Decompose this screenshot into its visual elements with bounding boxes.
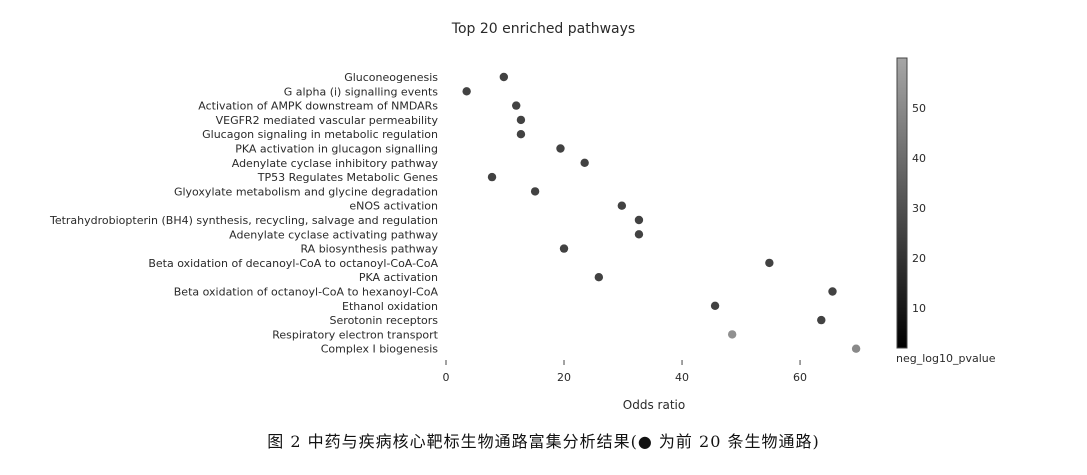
data-point: [580, 158, 589, 167]
x-tick-label: 40: [675, 371, 689, 384]
y-tick-label: Adenylate cyclase inhibitory pathway: [232, 157, 439, 170]
colorbar-tick-label: 10: [912, 302, 926, 315]
y-tick-label: PKA activation in glucagon signalling: [235, 143, 438, 156]
y-tick-label: Beta oxidation of decanoyl-CoA to octano…: [148, 257, 438, 270]
data-point: [556, 144, 565, 153]
data-point: [617, 201, 627, 210]
data-point: [710, 301, 720, 310]
data-point: [817, 315, 826, 325]
y-tick-label: G alpha (i) signalling events: [284, 85, 439, 98]
colorbar-gradient: [896, 57, 908, 349]
data-point: [462, 87, 471, 96]
data-point: [512, 101, 521, 110]
y-tick-label: Tetrahydrobiopterin (BH4) synthesis, rec…: [49, 214, 438, 227]
y-tick-label: RA biosynthesis pathway: [300, 243, 438, 256]
x-tick-label: 60: [793, 371, 807, 384]
colorbar: 10 20 30 40 50: [896, 57, 926, 349]
colorbar-tick-label: 20: [912, 252, 926, 265]
y-tick-label: VEGFR2 mediated vascular permeability: [216, 114, 439, 127]
colorbar-title: neg_log10_pvalue: [896, 352, 996, 365]
y-tick-label: Gluconeogenesis: [344, 71, 438, 84]
data-point: [727, 330, 737, 339]
data-point: [516, 115, 526, 125]
colorbar-tick-label: 40: [912, 152, 926, 165]
y-tick-label: PKA activation: [359, 271, 438, 284]
data-point: [487, 172, 497, 182]
data-point: [765, 258, 774, 268]
y-tick-label: Activation of AMPK downstream of NMDARs: [198, 100, 438, 113]
data-point: [499, 72, 509, 82]
data-point: [851, 344, 861, 353]
data-point: [559, 244, 569, 253]
figure-caption: 图 2 中药与疾病核心靶标生物通路富集分析结果(● 为前 20 条生物通路): [267, 432, 820, 451]
x-tick-label: 20: [557, 371, 571, 384]
y-tick-label: Complex I biogenesis: [321, 343, 439, 356]
y-tick-label: Beta oxidation of octanoyl-CoA to hexano…: [174, 286, 439, 299]
data-point: [516, 130, 526, 139]
data-point: [594, 273, 604, 282]
y-tick-label: Glucagon signaling in metabolic regulati…: [202, 128, 438, 141]
colorbar-tick-label: 30: [912, 202, 926, 215]
data-points: [462, 72, 861, 353]
chart-title: Top 20 enriched pathways: [451, 21, 636, 37]
y-tick-label: eNOS activation: [349, 200, 438, 213]
x-tick-label: 0: [443, 371, 450, 384]
y-tick-label: TP53 Regulates Metabolic Genes: [257, 171, 439, 184]
y-tick-label: Ethanol oxidation: [342, 300, 438, 313]
data-point: [530, 187, 540, 196]
y-tick-label: Glyoxylate metabolism and glycine degrad…: [174, 185, 438, 198]
colorbar-tick-label: 50: [912, 102, 926, 115]
data-point: [828, 287, 837, 296]
y-tick-label: Adenylate cyclase activating pathway: [229, 228, 438, 241]
y-tick-label: Serotonin receptors: [330, 314, 439, 327]
x-axis-title: Odds ratio: [622, 398, 686, 412]
data-point: [634, 230, 644, 239]
y-tick-label: Respiratory electron transport: [272, 328, 438, 341]
data-point: [634, 215, 644, 225]
x-axis: 0 20 40 60: [443, 360, 807, 384]
